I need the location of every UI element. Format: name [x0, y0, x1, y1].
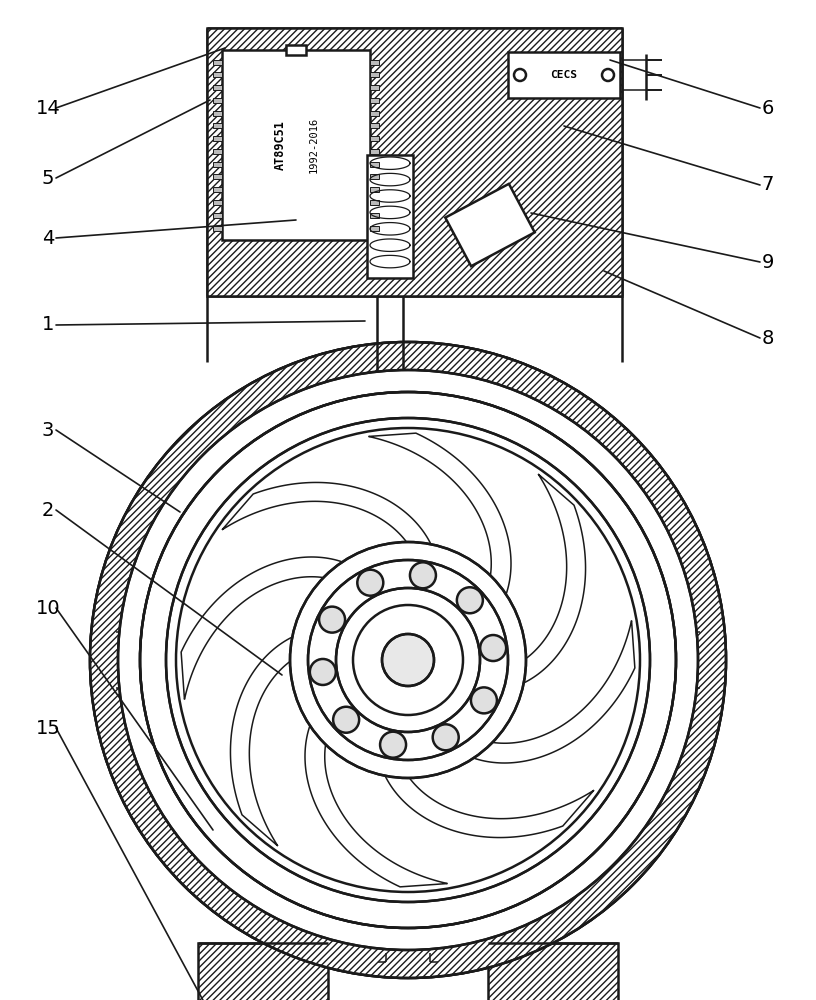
Circle shape: [514, 69, 526, 81]
Bar: [370, 149, 379, 154]
Text: 15: 15: [36, 718, 60, 738]
Bar: [213, 111, 222, 116]
Bar: [370, 123, 379, 128]
Bar: [370, 111, 379, 116]
Text: 3: 3: [42, 420, 54, 440]
Polygon shape: [488, 943, 618, 1000]
Bar: [370, 226, 379, 231]
Bar: [213, 200, 222, 205]
Circle shape: [471, 687, 497, 713]
Circle shape: [333, 707, 359, 733]
Text: 5: 5: [42, 168, 54, 188]
Circle shape: [380, 732, 406, 758]
Circle shape: [290, 542, 526, 778]
Polygon shape: [181, 557, 386, 699]
Polygon shape: [369, 433, 511, 638]
Polygon shape: [230, 629, 349, 846]
Bar: [213, 123, 222, 128]
Bar: [286, 45, 306, 55]
Bar: [213, 162, 222, 167]
Bar: [370, 85, 379, 90]
Circle shape: [90, 342, 726, 978]
Text: 4: 4: [42, 229, 54, 247]
Polygon shape: [377, 719, 594, 838]
Circle shape: [410, 562, 436, 588]
Circle shape: [382, 634, 434, 686]
Bar: [213, 226, 222, 231]
Text: 6: 6: [762, 99, 774, 117]
Bar: [367, 155, 413, 278]
Circle shape: [480, 635, 506, 661]
Bar: [213, 98, 222, 103]
Circle shape: [432, 724, 459, 750]
Text: 1992-2016: 1992-2016: [309, 117, 319, 173]
Circle shape: [319, 607, 345, 633]
Text: 7: 7: [762, 176, 774, 194]
Bar: [213, 213, 222, 218]
Bar: [213, 136, 222, 141]
Bar: [213, 85, 222, 90]
Bar: [370, 213, 379, 218]
Polygon shape: [430, 621, 635, 763]
Bar: [370, 162, 379, 167]
Circle shape: [90, 342, 726, 978]
Bar: [213, 60, 222, 64]
Polygon shape: [198, 943, 328, 1000]
Polygon shape: [305, 682, 447, 887]
Circle shape: [602, 69, 614, 81]
Circle shape: [457, 587, 483, 613]
Text: 8: 8: [762, 328, 774, 348]
Bar: [370, 187, 379, 192]
Bar: [370, 174, 379, 179]
Bar: [370, 72, 379, 77]
Bar: [370, 136, 379, 141]
Circle shape: [176, 428, 640, 892]
Bar: [370, 98, 379, 103]
Bar: [213, 149, 222, 154]
Text: 14: 14: [36, 99, 60, 117]
Bar: [508, 52, 620, 98]
Bar: [207, 28, 622, 296]
Text: 9: 9: [762, 252, 774, 271]
Bar: [370, 60, 379, 64]
Bar: [213, 174, 222, 179]
Bar: [222, 50, 370, 240]
Text: 1: 1: [42, 316, 54, 334]
Circle shape: [357, 570, 384, 596]
Circle shape: [140, 392, 676, 928]
Polygon shape: [467, 474, 586, 691]
Polygon shape: [222, 482, 439, 601]
Text: 2: 2: [42, 500, 54, 520]
Polygon shape: [446, 184, 534, 266]
Bar: [213, 72, 222, 77]
Bar: [213, 187, 222, 192]
Text: 10: 10: [36, 598, 60, 617]
Circle shape: [310, 659, 336, 685]
Circle shape: [118, 370, 698, 950]
Bar: [370, 200, 379, 205]
Text: CECS: CECS: [551, 70, 578, 80]
Text: AT89C51: AT89C51: [273, 120, 286, 170]
